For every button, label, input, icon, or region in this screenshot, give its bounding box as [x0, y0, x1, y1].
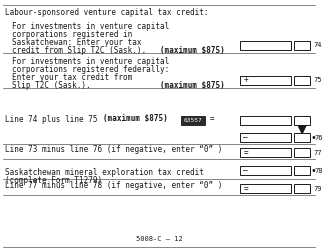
Text: Saskatchewan mineral exploration tax credit: Saskatchewan mineral exploration tax cre…	[5, 168, 204, 177]
Text: =: =	[243, 148, 248, 158]
Text: =: =	[243, 184, 248, 194]
Text: For investments in venture capital: For investments in venture capital	[12, 57, 169, 66]
Text: •: •	[311, 166, 317, 176]
Text: corporations registered in: corporations registered in	[12, 30, 132, 39]
Text: •: •	[311, 133, 317, 143]
Text: Line 73 minus line 76 (if negative, enter “0” ): Line 73 minus line 76 (if negative, ente…	[5, 146, 222, 154]
Text: 75: 75	[314, 77, 322, 83]
Text: 76: 76	[315, 135, 323, 141]
Text: 63557: 63557	[184, 118, 202, 123]
Bar	[240, 133, 291, 142]
Bar	[240, 116, 291, 125]
Text: 77: 77	[314, 150, 322, 156]
Text: (maximum $875): (maximum $875)	[160, 46, 225, 55]
Bar	[294, 41, 310, 50]
Text: corporations registered federally:: corporations registered federally:	[12, 65, 169, 74]
Text: +: +	[243, 76, 248, 84]
Text: –: –	[243, 134, 248, 142]
Bar	[294, 148, 310, 157]
Text: Slip T2C (Sask.).: Slip T2C (Sask.).	[12, 81, 90, 90]
Text: (maximum $875): (maximum $875)	[103, 114, 168, 124]
Text: =: =	[210, 114, 214, 124]
Bar	[294, 166, 310, 175]
Bar	[294, 184, 310, 193]
Text: Saskatchewan: Enter your tax: Saskatchewan: Enter your tax	[12, 38, 141, 47]
Bar	[240, 184, 291, 193]
Bar	[240, 166, 291, 175]
Bar	[294, 76, 310, 85]
Polygon shape	[297, 125, 307, 135]
Bar	[240, 41, 291, 50]
Text: For investments in venture capital: For investments in venture capital	[12, 22, 169, 31]
Text: (complete Form T1279): (complete Form T1279)	[5, 176, 102, 185]
Bar	[294, 133, 310, 142]
Text: Labour-sponsored venture capital tax credit:: Labour-sponsored venture capital tax cre…	[5, 8, 208, 17]
Bar	[240, 76, 291, 85]
Text: Line 77 minus line 78 (if negative, enter “0” ): Line 77 minus line 78 (if negative, ente…	[5, 182, 222, 190]
Text: 78: 78	[315, 168, 323, 174]
Bar	[294, 116, 310, 125]
Text: 74: 74	[314, 42, 322, 48]
Text: 5008-C – 12: 5008-C – 12	[135, 236, 182, 242]
Text: Line 74 plus line 75: Line 74 plus line 75	[5, 114, 98, 124]
Text: (maximum $875): (maximum $875)	[160, 81, 225, 90]
Bar	[181, 116, 205, 125]
Text: Enter your tax credit from: Enter your tax credit from	[12, 73, 132, 82]
Text: credit from Slip T2C (Sask.).: credit from Slip T2C (Sask.).	[12, 46, 146, 55]
Bar	[240, 148, 291, 157]
Text: 79: 79	[314, 186, 322, 192]
Text: –: –	[243, 166, 248, 175]
